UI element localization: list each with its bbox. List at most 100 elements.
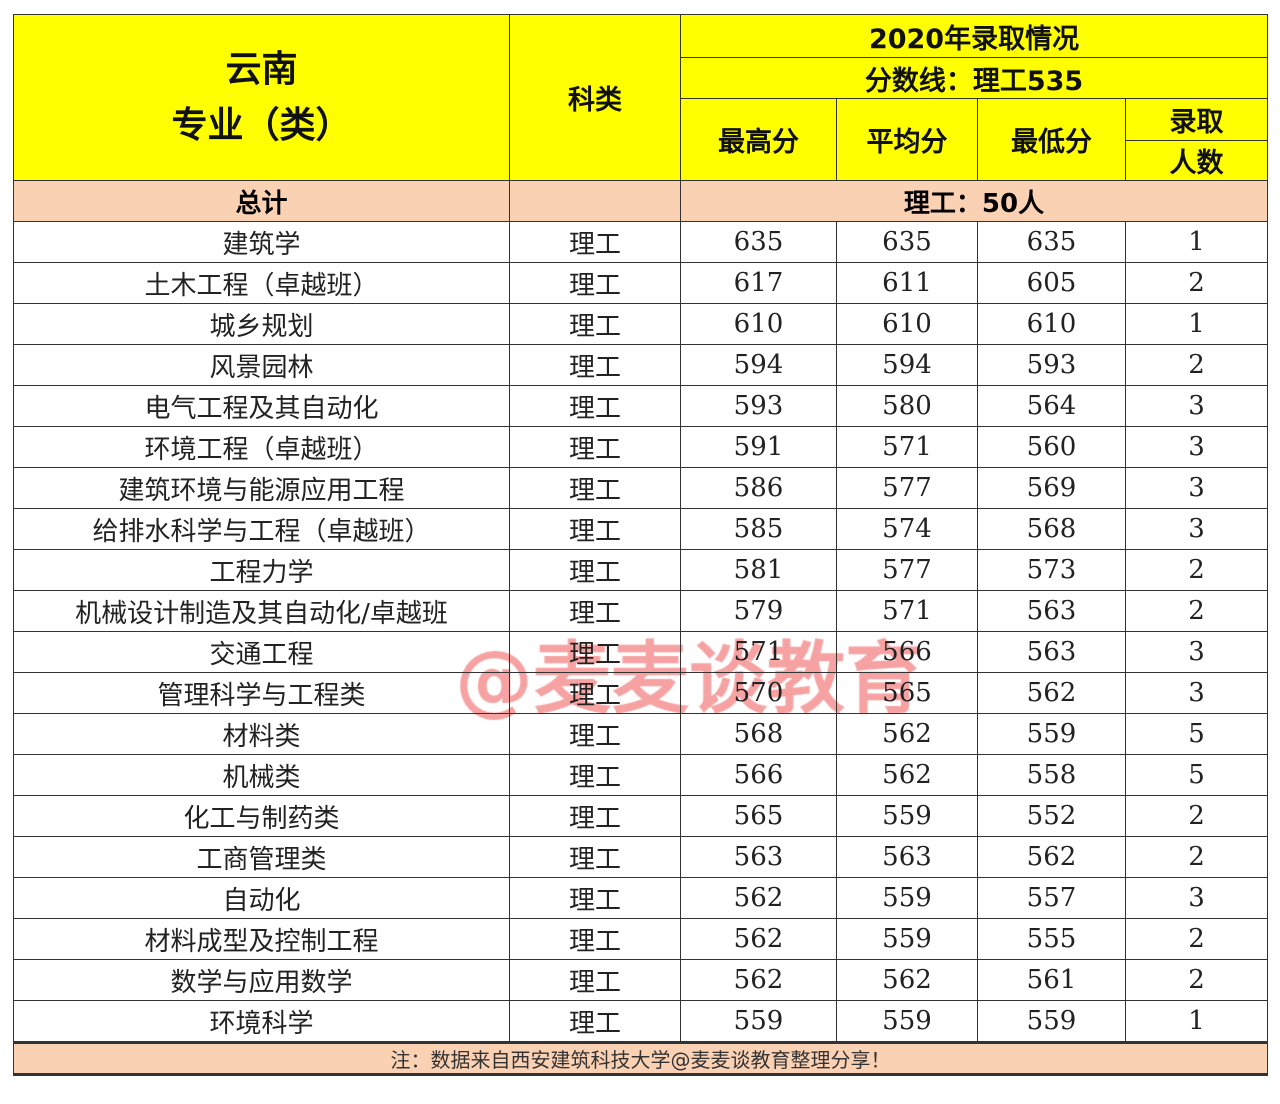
table-row: 自动化 理工 562 559 557 3 [13,877,1269,919]
cell-max: 635 [680,221,837,263]
cell-avg: 610 [836,303,978,345]
max-score-header: 最高分 [680,98,837,181]
cell-n: 1 [1124,221,1269,263]
cell-avg: 559 [836,918,978,960]
cell-cat: 理工 [509,590,681,632]
cell-avg: 559 [836,795,978,837]
cell-cat: 理工 [509,467,681,509]
region-label: 云南 [225,48,298,90]
cell-major: 工程力学 [13,549,510,591]
cell-avg: 563 [836,836,978,878]
cell-min: 563 [977,631,1126,673]
cell-max: 579 [680,590,837,632]
cell-avg: 611 [836,262,978,304]
year-title: 2020年录取情况 [679,14,1269,58]
cell-min: 562 [977,836,1126,878]
cell-max: 617 [680,262,837,304]
cell-cat: 理工 [509,303,681,345]
cell-max: 566 [680,754,837,796]
cell-min: 569 [977,467,1126,509]
cell-min: 557 [977,877,1126,919]
cell-avg: 562 [836,754,978,796]
cell-avg: 574 [836,508,978,550]
cell-cat: 理工 [509,549,681,591]
table-row: 管理科学与工程类 理工 570 565 562 3 [13,672,1269,714]
table-row: 城乡规划 理工 610 610 610 1 [13,303,1269,345]
cell-min: 562 [977,672,1126,714]
cell-avg: 577 [836,467,978,509]
cell-major: 自动化 [13,877,510,919]
cell-min: 563 [977,590,1126,632]
cell-max: 570 [680,672,837,714]
cell-max: 593 [680,385,837,427]
cell-n: 2 [1124,262,1269,304]
cell-n: 3 [1124,426,1269,468]
cell-cat: 理工 [509,754,681,796]
cell-major: 材料成型及控制工程 [13,918,510,960]
cell-max: 571 [680,631,837,673]
cell-major: 建筑环境与能源应用工程 [13,467,510,509]
cell-major: 给排水科学与工程（卓越班） [13,508,510,550]
cell-major: 土木工程（卓越班） [13,262,510,304]
cell-min: 610 [977,303,1126,345]
cell-max: 591 [680,426,837,468]
cell-min: 605 [977,262,1126,304]
cell-cat: 理工 [509,836,681,878]
cell-avg: 577 [836,549,978,591]
table-row: 交通工程 理工 571 566 563 3 [13,631,1269,673]
cell-min: 573 [977,549,1126,591]
cell-n: 2 [1124,918,1269,960]
cell-major: 风景园林 [13,344,510,386]
cell-min: 593 [977,344,1126,386]
min-score-header: 最低分 [977,98,1126,181]
cell-max: 594 [680,344,837,386]
cell-n: 1 [1124,303,1269,345]
cell-max: 562 [680,877,837,919]
cell-major: 化工与制药类 [13,795,510,837]
table-row: 工商管理类 理工 563 563 562 2 [13,836,1269,878]
cell-avg: 571 [836,426,978,468]
cell-n: 3 [1124,467,1269,509]
cell-max: 581 [680,549,837,591]
table-row: 材料成型及控制工程 理工 562 559 555 2 [13,918,1269,960]
cell-min: 559 [977,713,1126,755]
table-row: 数学与应用数学 理工 562 562 561 2 [13,959,1269,1001]
cell-max: 610 [680,303,837,345]
cell-cat: 理工 [509,877,681,919]
cell-n: 5 [1124,754,1269,796]
cell-major: 电气工程及其自动化 [13,385,510,427]
cell-avg: 571 [836,590,978,632]
cutoff-line: 分数线：理工535 [679,57,1269,99]
cell-cat: 理工 [509,918,681,960]
cell-min: 559 [977,1000,1126,1043]
cell-n: 3 [1124,672,1269,714]
cell-avg: 594 [836,344,978,386]
total-value: 理工：50人 [679,180,1269,222]
total-empty [509,180,681,222]
cell-cat: 理工 [509,426,681,468]
table-row: 建筑环境与能源应用工程 理工 586 577 569 3 [13,467,1269,509]
table-row: 建筑学 理工 635 635 635 1 [13,221,1269,263]
cell-n: 2 [1124,795,1269,837]
cell-avg: 559 [836,1000,978,1043]
cell-max: 565 [680,795,837,837]
cell-cat: 理工 [509,672,681,714]
cell-avg: 565 [836,672,978,714]
cell-cat: 理工 [509,344,681,386]
cell-min: 552 [977,795,1126,837]
count-header-top: 录取 [1124,98,1269,141]
cell-major: 机械类 [13,754,510,796]
cell-cat: 理工 [509,795,681,837]
count-header-bottom: 人数 [1124,140,1269,181]
total-label: 总计 [13,180,510,222]
cell-cat: 理工 [509,221,681,263]
major-header: 云南 专业（类） [13,14,510,181]
cell-avg: 635 [836,221,978,263]
cell-major: 环境科学 [13,1000,510,1043]
cell-n: 3 [1124,631,1269,673]
table-row: 材料类 理工 568 562 559 5 [13,713,1269,755]
cell-avg: 580 [836,385,978,427]
cell-major: 数学与应用数学 [13,959,510,1001]
cell-avg: 559 [836,877,978,919]
cell-n: 2 [1124,590,1269,632]
